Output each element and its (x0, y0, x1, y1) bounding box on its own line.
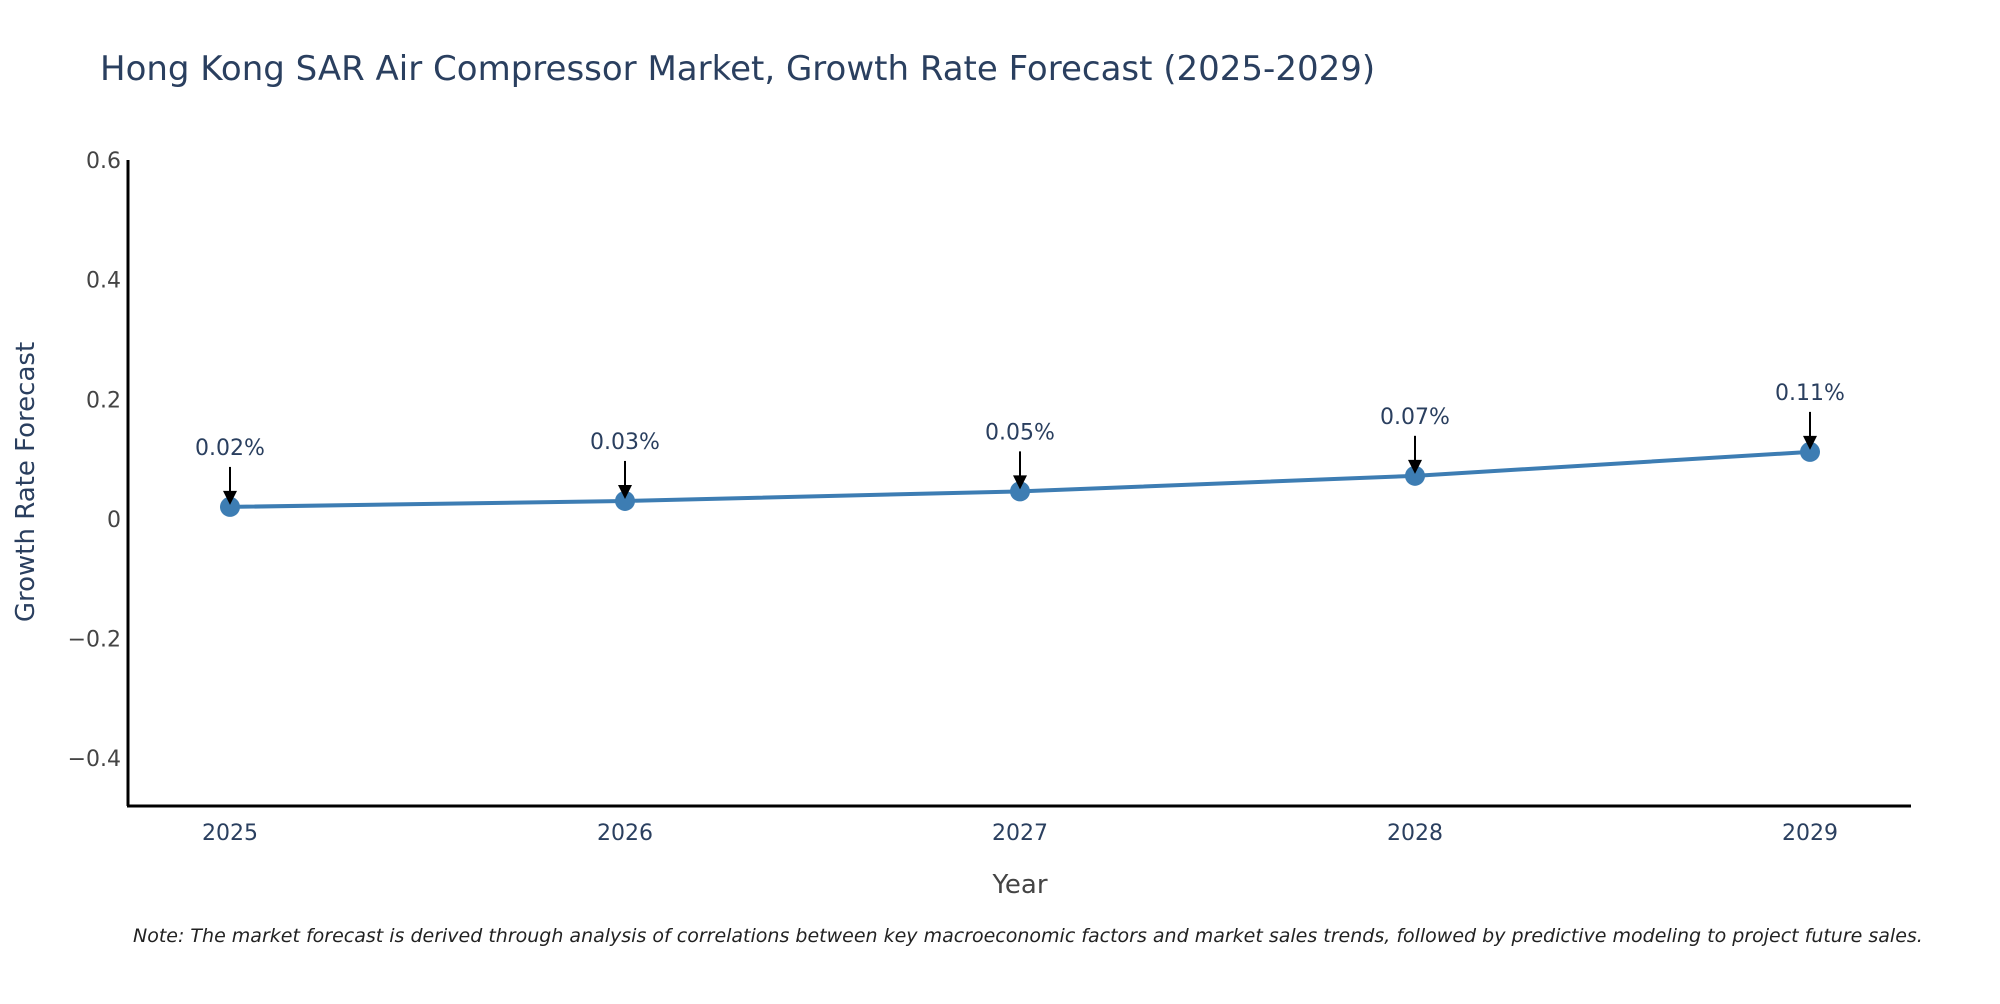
x-tick-label: 2027 (992, 821, 1048, 846)
y-tick-label: 0.6 (86, 149, 121, 174)
y-tick-label: −0.4 (68, 747, 121, 772)
chart-title: Hong Kong SAR Air Compressor Market, Gro… (100, 49, 1375, 89)
data-label: 0.05% (985, 420, 1055, 445)
annotation-arrow-head (618, 484, 632, 499)
chart-note: Note: The market forecast is derived thr… (133, 925, 1923, 947)
data-label: 0.07% (1380, 405, 1450, 430)
y-tick-label: 0 (107, 508, 121, 533)
y-axis-label: Growth Rate Forecast (11, 342, 41, 622)
annotation-arrow-head (1803, 435, 1817, 450)
x-tick-label: 2026 (597, 821, 653, 846)
x-tick-label: 2025 (202, 821, 258, 846)
x-axis-label: Year (991, 870, 1047, 900)
series-layer (220, 441, 1820, 517)
x-tick-label: 2028 (1387, 821, 1443, 846)
data-point (1010, 481, 1030, 502)
y-axis-ticks: −0.4 −0.2 0 0.2 0.4 0.6 (68, 149, 121, 772)
data-point (220, 496, 240, 517)
data-point (1800, 441, 1820, 462)
y-tick-label: 0.2 (86, 388, 121, 413)
annotation-arrow-head (1408, 459, 1422, 474)
data-label: 0.11% (1775, 381, 1845, 406)
data-point (1405, 465, 1425, 486)
data-label: 0.02% (195, 436, 265, 461)
data-point (615, 490, 635, 511)
data-label: 0.03% (590, 430, 660, 455)
x-tick-label: 2029 (1782, 821, 1838, 846)
annotation-arrow-head (1013, 475, 1027, 490)
y-tick-label: −0.2 (68, 628, 121, 653)
x-axis-ticks: 2025 2026 2027 2028 2029 (202, 821, 1838, 846)
annotation-arrow-head (223, 490, 237, 505)
annotation-layer: 0.02% 0.03% 0.05% 0.07% 0.11% (195, 381, 1845, 505)
y-tick-label: 0.4 (86, 269, 121, 294)
